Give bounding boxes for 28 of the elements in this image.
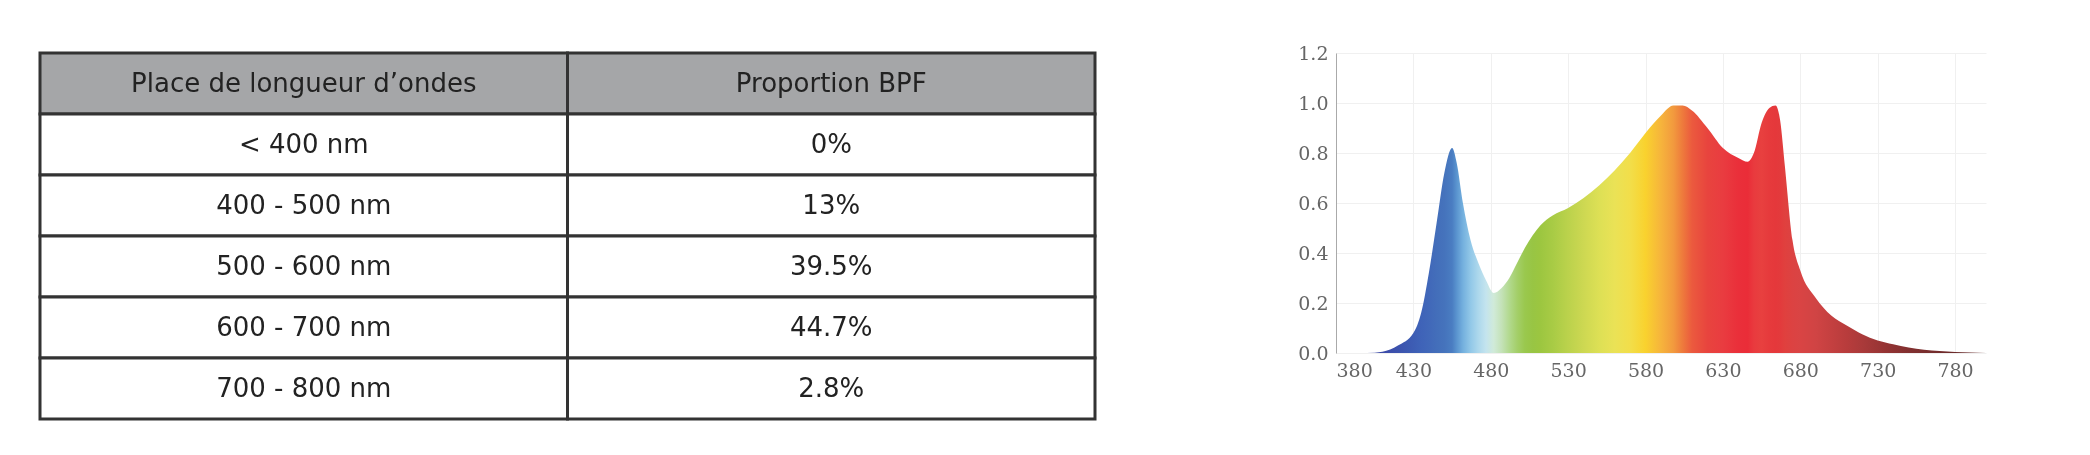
text: 2.8% [798,372,865,403]
text: 13% [802,189,861,220]
text: 600 - 700 nm [216,311,392,342]
y-tick-label: 0.0 [1298,341,1329,364]
text: Place de longueur d’ondes [131,67,477,98]
x-tick-label: 530 [1550,358,1587,381]
text: < 400 nm [238,128,369,159]
text: 0% [810,128,852,159]
x-tick-label: 680 [1782,358,1819,381]
x-tick-label: 780 [1937,358,1974,381]
y-tick-label: 1.0 [1298,91,1329,114]
x-tick-label: 580 [1627,358,1665,381]
text: 500 - 600 nm [216,250,392,281]
x-tick-label: 430 [1395,358,1433,381]
y-tick-label: 0.4 [1298,241,1329,264]
y-tick-label: 0.2 [1298,291,1329,314]
x-tick-label: 480 [1473,358,1510,381]
x-tick-label: 630 [1705,358,1742,381]
text: 400 - 500 nm [216,189,392,220]
text: 700 - 800 nm [216,372,392,403]
text: 44.7% [789,311,873,342]
text: Proportion BPF [735,67,927,98]
text: 39.5% [789,250,873,281]
x-tick-label: 380 [1336,358,1373,381]
x-tick-label: 730 [1860,358,1897,381]
y-tick-label: 1.2 [1298,41,1329,64]
y-tick-label: 0.8 [1298,141,1329,164]
y-tick-label: 0.6 [1298,191,1329,214]
